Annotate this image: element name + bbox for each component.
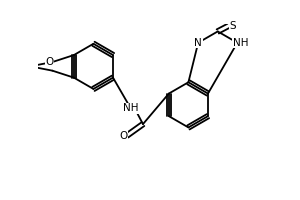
Text: NH: NH: [123, 103, 138, 113]
Text: N: N: [194, 38, 202, 48]
Text: NH: NH: [232, 38, 248, 48]
Text: O: O: [120, 131, 128, 141]
Text: S: S: [229, 21, 236, 31]
Text: O: O: [46, 57, 54, 67]
